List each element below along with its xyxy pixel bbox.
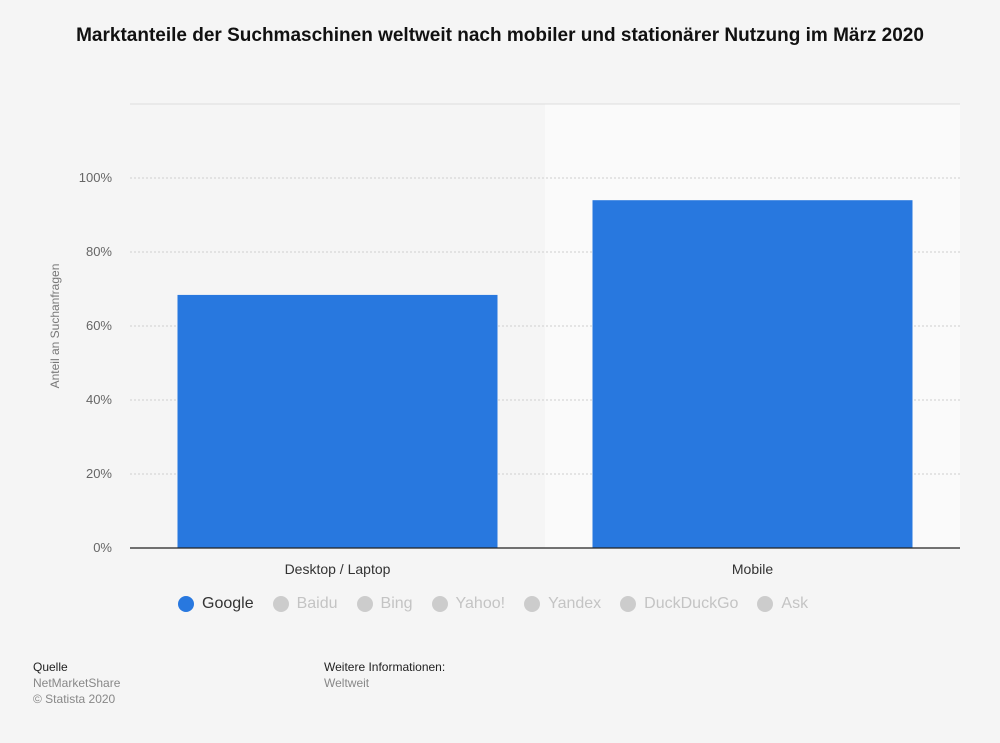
legend-marker-icon <box>272 596 289 612</box>
y-tick-label: 60% <box>86 318 112 333</box>
legend-label: Google <box>202 595 254 612</box>
legend-item[interactable]: Yahoo! <box>431 595 506 613</box>
y-tick-label: 100% <box>79 170 113 185</box>
y-tick-label: 20% <box>86 466 112 481</box>
legend-marker-icon <box>757 596 774 612</box>
legend-label: Yandex <box>548 595 602 612</box>
legend-label: Yahoo! <box>455 595 506 612</box>
legend-item[interactable]: Baidu <box>272 595 338 613</box>
y-tick-label: 40% <box>86 392 112 407</box>
legend-marker-icon <box>431 596 448 612</box>
info-label: Weitere Informationen: <box>324 660 446 674</box>
y-tick-label: 80% <box>86 244 112 259</box>
legend-marker-icon <box>524 596 541 612</box>
chart-title: Marktanteile der Suchmaschinen weltweit … <box>76 25 924 46</box>
bar[interactable] <box>177 294 498 548</box>
info-block: Weitere Informationen: Weltweit <box>324 659 445 691</box>
copyright: © Statista 2020 <box>33 692 116 706</box>
legend-label: Ask <box>781 595 809 612</box>
source-block: Quelle NetMarketShare © Statista 2020 <box>33 659 120 707</box>
chart-legend: Google Baidu Bing Yahoo! Yandex DuckDuckGo Ask <box>178 594 827 614</box>
info-region: Weltweit <box>324 676 370 690</box>
legend-item[interactable]: Ask <box>757 595 808 613</box>
source-name[interactable]: NetMarketShare <box>33 676 121 690</box>
legend-marker-icon <box>356 596 373 612</box>
legend-item[interactable]: Yandex <box>524 595 601 613</box>
legend-marker-icon <box>178 596 194 612</box>
source-label: Quelle <box>33 660 68 674</box>
legend-label: Bing <box>380 595 413 612</box>
bar[interactable] <box>592 200 913 548</box>
y-tick-label: 0% <box>93 540 112 555</box>
y-axis-title: Anteil an Suchanfragen <box>48 263 62 389</box>
x-tick-label: Mobile <box>732 561 773 577</box>
legend-label: DuckDuckGo <box>644 595 739 612</box>
legend-item[interactable]: Google <box>178 595 254 613</box>
legend-item[interactable]: Bing <box>356 595 413 613</box>
legend-label: Baidu <box>296 595 338 612</box>
legend-item[interactable]: DuckDuckGo <box>620 595 738 613</box>
x-tick-label: Desktop / Laptop <box>285 561 391 577</box>
legend-marker-icon <box>620 596 637 612</box>
